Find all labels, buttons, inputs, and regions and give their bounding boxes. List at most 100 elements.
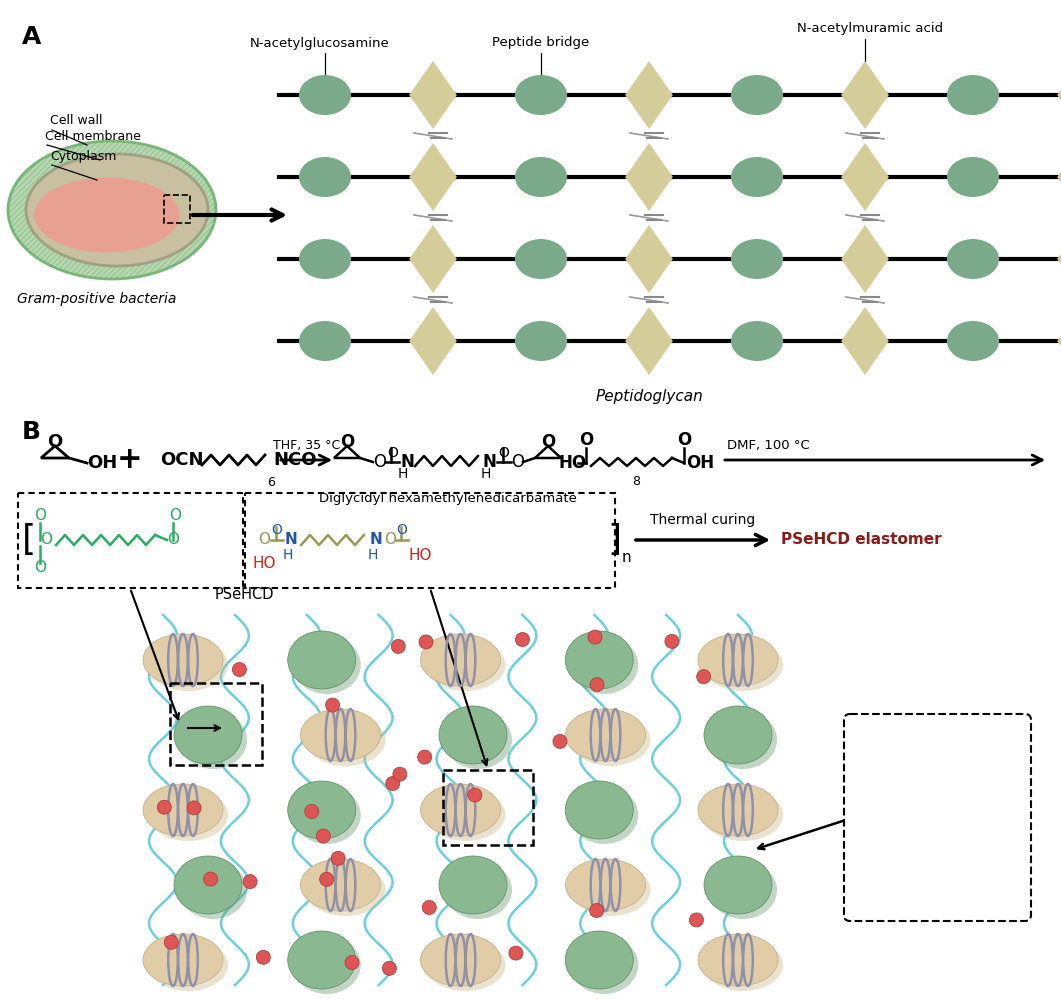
Text: Gram-positive bacteria: Gram-positive bacteria <box>17 292 177 306</box>
Text: ]: ] <box>607 523 621 557</box>
Ellipse shape <box>570 786 639 844</box>
Circle shape <box>468 788 482 802</box>
Text: O: O <box>34 508 46 523</box>
Text: H: H <box>481 467 491 481</box>
Text: O: O <box>579 431 593 449</box>
Ellipse shape <box>288 781 355 839</box>
Ellipse shape <box>8 141 216 279</box>
Ellipse shape <box>515 321 567 361</box>
Ellipse shape <box>705 856 772 914</box>
Circle shape <box>345 956 359 970</box>
Ellipse shape <box>566 931 633 989</box>
Circle shape <box>516 633 529 647</box>
Ellipse shape <box>439 706 507 764</box>
Circle shape <box>509 946 523 960</box>
Text: N-acetylmuramic acid: N-acetylmuramic acid <box>797 22 943 35</box>
Ellipse shape <box>947 157 999 197</box>
Ellipse shape <box>300 859 381 911</box>
Text: Peptidoglycan: Peptidoglycan <box>595 389 702 404</box>
Circle shape <box>232 663 246 677</box>
Text: NCO: NCO <box>273 451 316 469</box>
Text: O: O <box>498 446 509 460</box>
Text: O: O <box>258 533 269 548</box>
Polygon shape <box>841 61 889 129</box>
Circle shape <box>419 635 433 649</box>
Text: O: O <box>271 523 282 537</box>
Text: C: C <box>894 776 906 794</box>
Ellipse shape <box>293 636 361 694</box>
Text: +: + <box>117 445 143 474</box>
Text: O: O <box>511 453 524 471</box>
Circle shape <box>697 670 711 684</box>
Polygon shape <box>625 61 673 129</box>
Ellipse shape <box>288 631 355 689</box>
Ellipse shape <box>420 634 501 686</box>
Circle shape <box>386 777 400 791</box>
Ellipse shape <box>174 856 242 914</box>
Text: N-acetylglucosamine: N-acetylglucosamine <box>250 37 389 50</box>
Text: Diglycidyl hexamethylenedicarbamate: Diglycidyl hexamethylenedicarbamate <box>318 492 576 505</box>
Text: H: H <box>398 467 408 481</box>
Text: Cell wall: Cell wall <box>50 114 103 127</box>
Text: Cell membrane: Cell membrane <box>45 130 141 143</box>
Ellipse shape <box>705 706 772 764</box>
Ellipse shape <box>299 239 351 279</box>
Text: n: n <box>622 550 631 565</box>
Circle shape <box>257 950 271 964</box>
Ellipse shape <box>947 239 999 279</box>
Text: A: A <box>22 25 41 49</box>
Text: OCN: OCN <box>160 451 204 469</box>
Polygon shape <box>841 225 889 293</box>
Circle shape <box>326 698 340 712</box>
Text: O: O <box>373 453 386 471</box>
Text: DMF, 100 °C: DMF, 100 °C <box>727 439 810 452</box>
Text: O: O <box>40 533 52 548</box>
Text: Cytoplasm: Cytoplasm <box>50 150 117 163</box>
Text: O: O <box>952 816 964 834</box>
Ellipse shape <box>306 864 385 916</box>
Ellipse shape <box>143 634 223 686</box>
Ellipse shape <box>570 636 639 694</box>
Ellipse shape <box>443 711 512 769</box>
Polygon shape <box>841 143 889 211</box>
Polygon shape <box>1057 61 1061 129</box>
Ellipse shape <box>425 789 505 841</box>
Text: N: N <box>285 533 298 548</box>
Text: N: N <box>871 796 885 814</box>
Ellipse shape <box>698 634 778 686</box>
Text: O: O <box>677 431 691 449</box>
Text: O: O <box>541 433 555 451</box>
Ellipse shape <box>571 864 650 916</box>
Text: HO: HO <box>408 548 432 563</box>
Circle shape <box>316 829 330 843</box>
Ellipse shape <box>439 856 507 914</box>
Ellipse shape <box>288 931 355 989</box>
Ellipse shape <box>571 714 650 766</box>
Ellipse shape <box>425 639 505 691</box>
Ellipse shape <box>570 936 639 994</box>
Polygon shape <box>625 307 673 375</box>
Circle shape <box>243 875 257 889</box>
Ellipse shape <box>179 861 247 919</box>
Ellipse shape <box>698 784 778 836</box>
Ellipse shape <box>709 861 777 919</box>
Circle shape <box>690 913 703 927</box>
Ellipse shape <box>947 75 999 115</box>
Circle shape <box>418 750 432 764</box>
Polygon shape <box>1057 143 1061 211</box>
Text: O: O <box>387 446 398 460</box>
Ellipse shape <box>174 706 242 764</box>
Ellipse shape <box>425 939 505 991</box>
Circle shape <box>665 635 679 649</box>
Polygon shape <box>841 307 889 375</box>
Polygon shape <box>410 61 457 129</box>
Circle shape <box>331 851 345 865</box>
Ellipse shape <box>293 786 361 844</box>
Ellipse shape <box>703 789 783 841</box>
FancyBboxPatch shape <box>843 714 1031 921</box>
Text: OH: OH <box>686 454 714 472</box>
Text: B: B <box>22 420 41 444</box>
Polygon shape <box>1057 307 1061 375</box>
Ellipse shape <box>420 784 501 836</box>
Polygon shape <box>1057 225 1061 293</box>
